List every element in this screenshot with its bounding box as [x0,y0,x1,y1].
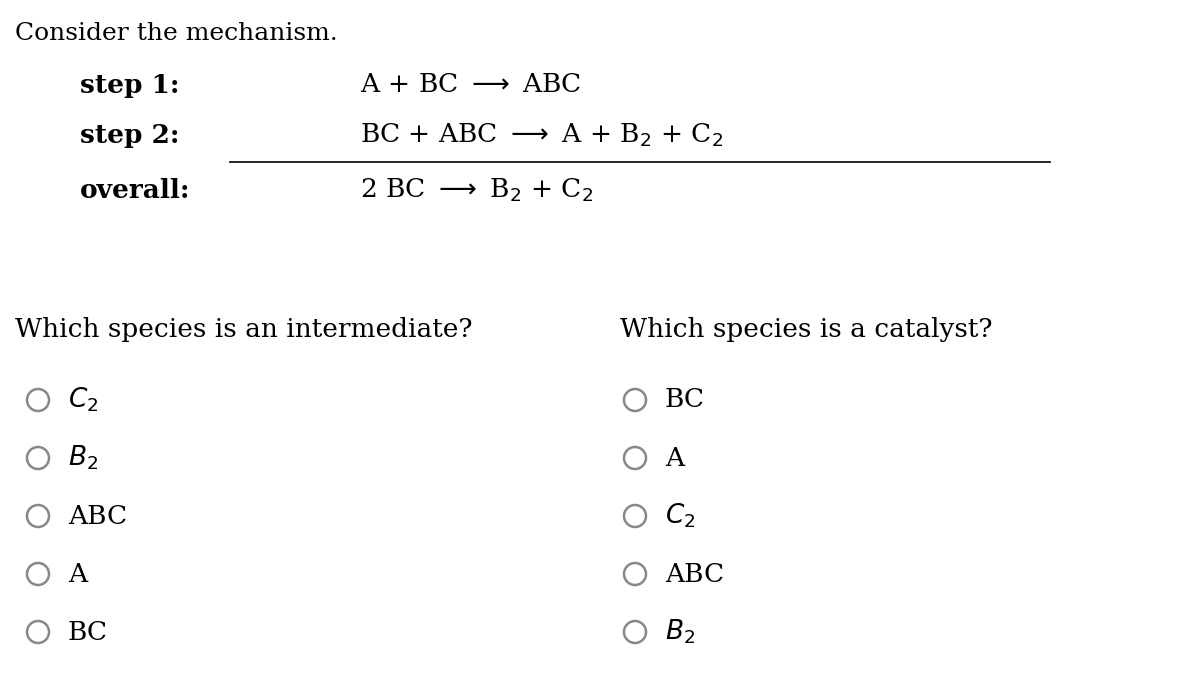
Text: $B_2$: $B_2$ [68,444,98,472]
Text: Consider the mechanism.: Consider the mechanism. [14,22,337,45]
Text: BC + ABC $\longrightarrow$ A + B$_2$ + C$_2$: BC + ABC $\longrightarrow$ A + B$_2$ + C… [360,121,724,149]
Text: Which species is an intermediate?: Which species is an intermediate? [14,317,473,343]
Text: BC: BC [68,620,108,644]
Text: overall:: overall: [80,177,191,203]
Text: ABC: ABC [665,561,724,587]
Text: 2 BC $\longrightarrow$ B$_2$ + C$_2$: 2 BC $\longrightarrow$ B$_2$ + C$_2$ [360,177,593,204]
Text: A + BC $\longrightarrow$ ABC: A + BC $\longrightarrow$ ABC [360,73,582,98]
Text: $C_2$: $C_2$ [665,502,696,530]
Text: BC: BC [665,387,706,412]
Text: A: A [665,445,684,471]
Text: step 2:: step 2: [80,122,180,148]
Text: $C_2$: $C_2$ [68,385,98,414]
Text: ABC: ABC [68,504,127,528]
Text: $B_2$: $B_2$ [665,618,695,646]
Text: Which species is a catalyst?: Which species is a catalyst? [620,317,992,343]
Text: A: A [68,561,88,587]
Text: step 1:: step 1: [80,73,180,98]
